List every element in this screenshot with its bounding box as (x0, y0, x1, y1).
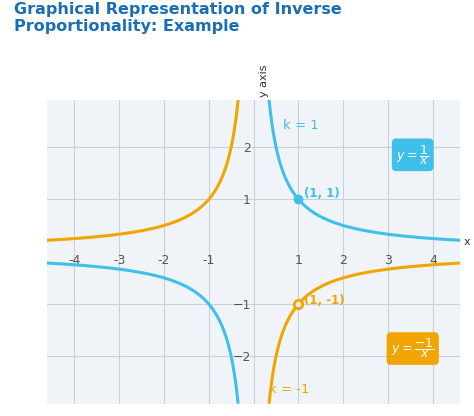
Text: k = 1: k = 1 (283, 119, 319, 131)
Text: $y = \dfrac{1}{x}$: $y = \dfrac{1}{x}$ (396, 143, 429, 167)
Text: k = -1: k = -1 (269, 383, 310, 396)
Text: Graphical Representation of Inverse: Graphical Representation of Inverse (14, 2, 342, 17)
Text: (1, -1): (1, -1) (304, 294, 345, 307)
Text: (1, 1): (1, 1) (304, 187, 339, 200)
Text: $y = \dfrac{-1}{x}$: $y = \dfrac{-1}{x}$ (391, 337, 435, 361)
Text: Proportionality: Example: Proportionality: Example (14, 19, 240, 34)
Text: y axis: y axis (259, 65, 269, 97)
Text: x axis: x axis (464, 238, 474, 248)
